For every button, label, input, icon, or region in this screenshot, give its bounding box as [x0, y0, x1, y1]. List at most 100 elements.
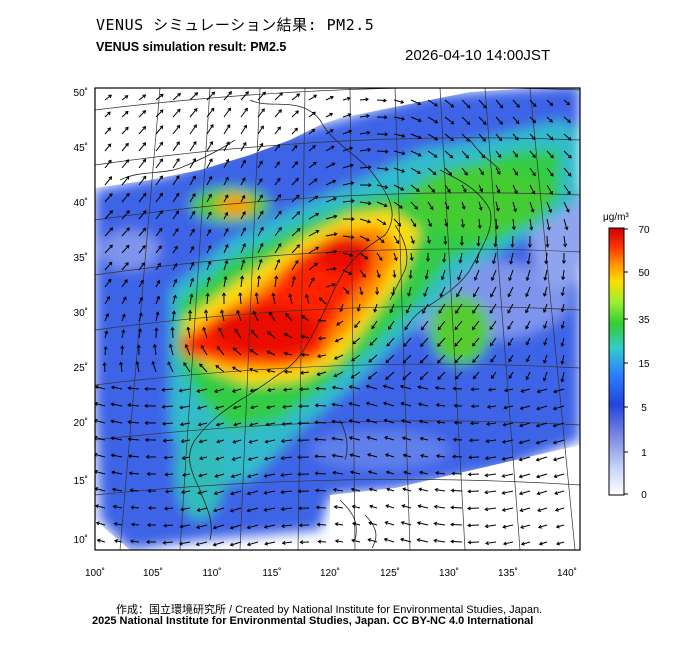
wind-arrowhead	[537, 508, 542, 513]
wind-arrowhead	[408, 275, 413, 280]
wind-arrow	[206, 194, 212, 203]
wind-arrow	[240, 125, 247, 135]
wind-arrowhead	[206, 276, 211, 281]
wind-arrowhead	[415, 188, 420, 192]
title-english: VENUS simulation result: PM2.5	[96, 40, 287, 54]
wind-arrow	[240, 160, 246, 169]
wind-arrowhead	[351, 357, 355, 362]
wind-arrow	[342, 200, 354, 203]
wind-arrowhead	[549, 172, 554, 177]
wind-arrowhead	[161, 404, 166, 409]
wind-arrow	[138, 193, 147, 203]
wind-arrow	[206, 124, 214, 135]
wind-arrow	[121, 159, 129, 169]
wind-arrowhead	[432, 171, 437, 176]
wind-arrow	[563, 235, 566, 247]
wind-arrowhead	[566, 101, 571, 106]
wind-arrowhead	[146, 471, 151, 476]
wind-arrowhead	[161, 421, 166, 426]
wind-arrow	[485, 456, 497, 459]
wind-arrowhead	[208, 193, 212, 198]
wind-arrow	[417, 539, 429, 543]
wind-arrow	[450, 523, 463, 526]
lat-label: 50˚	[74, 87, 88, 99]
wind-arrowhead	[242, 243, 246, 248]
wind-arrowhead	[525, 293, 529, 298]
wind-arrow	[393, 235, 400, 244]
wind-arrowhead	[249, 388, 254, 393]
wind-arrow	[403, 337, 412, 347]
wind-arrowhead	[243, 124, 247, 129]
wind-arrow	[508, 337, 514, 346]
wind-arrow	[240, 243, 246, 254]
wind-arrow	[308, 145, 316, 152]
wind-arrowhead	[142, 175, 147, 180]
wind-arrow	[121, 262, 129, 271]
wind-arrowhead	[195, 525, 200, 530]
wind-arrow	[334, 506, 344, 509]
wind-arrowhead	[400, 520, 405, 525]
wind-arrowhead	[420, 326, 425, 331]
wind-arrowhead	[437, 359, 441, 364]
wind-arrowhead	[348, 385, 353, 389]
wind-arrow	[138, 210, 147, 220]
wind-arrowhead	[174, 228, 179, 232]
wind-arrowhead	[554, 507, 559, 512]
wind-arrowhead	[224, 243, 229, 248]
wind-arrowhead	[464, 171, 468, 176]
wind-arrow	[543, 303, 548, 313]
wind-arrowhead	[277, 243, 282, 247]
wind-arrowhead	[278, 210, 282, 215]
wind-arrowhead	[281, 421, 286, 426]
wind-arrowhead	[482, 121, 487, 126]
wind-arrow	[283, 388, 293, 391]
wind-arrow	[478, 184, 483, 192]
wind-arrow	[181, 490, 191, 493]
wind-arrow	[325, 180, 336, 186]
wind-arrowhead	[259, 142, 264, 147]
wind-arrow	[502, 456, 514, 460]
wind-arrowhead	[414, 205, 419, 210]
wind-arrow	[332, 420, 344, 424]
wind-arrow	[291, 228, 301, 237]
wind-arrowhead	[467, 523, 471, 528]
wind-arrow	[485, 541, 497, 544]
wind-arrowhead	[156, 279, 161, 284]
wind-arrow	[437, 421, 446, 424]
wind-arrowhead	[110, 419, 115, 424]
wind-arrow	[282, 541, 293, 544]
wind-arrowhead	[142, 244, 146, 249]
wind-arrow	[128, 421, 140, 424]
wind-arrowhead	[384, 149, 389, 154]
wind-arrow	[281, 439, 293, 442]
wind-arrowhead	[433, 521, 438, 526]
wind-arrowhead	[529, 226, 534, 231]
wind-arrowhead	[125, 159, 130, 163]
wind-arrow	[495, 150, 502, 158]
wind-arrowhead	[515, 136, 519, 141]
wind-arrow	[443, 252, 446, 263]
wind-arrowhead	[194, 92, 199, 96]
wind-vectors	[95, 91, 572, 547]
wind-arrow	[233, 405, 242, 409]
wind-arrowhead	[224, 211, 229, 216]
wind-arrowhead	[283, 351, 288, 356]
wind-arrow	[308, 129, 315, 135]
wind-arrowhead	[531, 190, 536, 195]
wind-arrowhead	[127, 403, 131, 408]
wind-arrow	[410, 184, 420, 192]
wind-arrow	[165, 473, 174, 476]
wind-arrow	[461, 133, 470, 142]
wind-arrowhead	[95, 435, 98, 440]
wind-arrow	[508, 354, 514, 362]
wind-arrowhead	[224, 259, 229, 264]
wind-arrowhead	[283, 333, 288, 337]
wind-arrowhead	[259, 242, 264, 247]
wind-arrow	[155, 93, 164, 101]
wind-arrow	[104, 261, 113, 271]
wind-arrowhead	[124, 110, 129, 115]
wind-arrowhead	[247, 457, 252, 461]
wind-arrowhead	[349, 146, 354, 151]
wind-arrowhead	[276, 177, 281, 182]
wind-arrow	[400, 538, 412, 543]
